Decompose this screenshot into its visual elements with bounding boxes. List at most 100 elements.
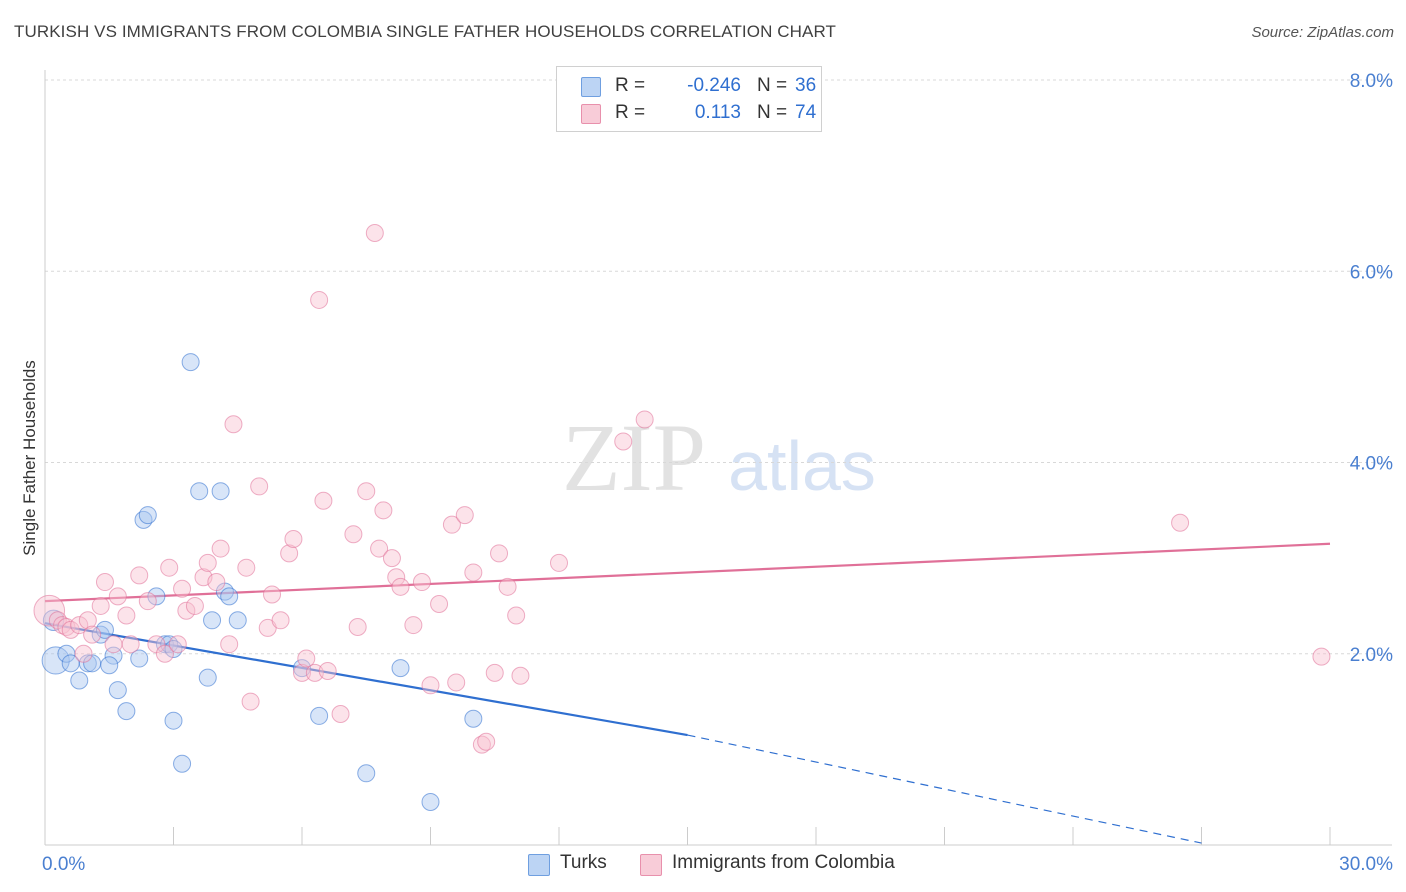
watermark: ZIP atlas bbox=[562, 404, 876, 511]
data-point bbox=[310, 706, 329, 725]
data-point bbox=[130, 566, 149, 585]
data-point bbox=[70, 671, 89, 690]
data-point bbox=[464, 709, 483, 728]
data-point bbox=[41, 646, 70, 675]
data-point bbox=[78, 654, 97, 673]
legend-r-label: R = bbox=[615, 102, 646, 123]
data-point bbox=[464, 563, 483, 582]
bottom-legend-swatch-colombia bbox=[640, 854, 662, 876]
data-point bbox=[280, 544, 299, 563]
legend-n-value-turks: 36 bbox=[795, 75, 817, 96]
data-point bbox=[404, 616, 423, 635]
bottom-legend-label-turks: Turks bbox=[560, 852, 607, 873]
data-point bbox=[168, 635, 187, 654]
data-point bbox=[310, 290, 329, 309]
tick-labels: 2.0% 4.0% 6.0% 8.0% 0.0% 30.0% bbox=[42, 71, 1393, 875]
data-point bbox=[1171, 513, 1190, 532]
data-point bbox=[198, 668, 217, 687]
correlation-legend: R = -0.246 N = 36 R = 0.113 N = 74 bbox=[556, 66, 822, 132]
data-point bbox=[211, 539, 230, 558]
data-point bbox=[271, 611, 290, 630]
data-point bbox=[344, 525, 363, 544]
data-point bbox=[78, 611, 97, 630]
data-point bbox=[108, 587, 127, 606]
data-point bbox=[117, 702, 136, 721]
chart-title: TURKISH VS IMMIGRANTS FROM COLOMBIA SING… bbox=[14, 22, 837, 41]
watermark-atlas: atlas bbox=[728, 427, 876, 505]
data-point bbox=[95, 573, 114, 592]
legend-n-label: N = bbox=[757, 75, 788, 96]
data-point bbox=[550, 553, 568, 572]
data-point bbox=[228, 611, 247, 630]
data-point bbox=[177, 601, 196, 620]
y-tick-label: 6.0% bbox=[1350, 262, 1393, 283]
data-point bbox=[477, 732, 496, 751]
data-point bbox=[173, 579, 192, 598]
data-point bbox=[490, 544, 509, 563]
data-point bbox=[421, 676, 440, 695]
data-point bbox=[220, 587, 239, 606]
bottom-legend-label-colombia: Immigrants from Colombia bbox=[672, 852, 895, 873]
data-point bbox=[1312, 647, 1331, 666]
data-point bbox=[614, 432, 633, 451]
data-point bbox=[155, 644, 174, 663]
data-point bbox=[160, 558, 179, 577]
data-point bbox=[164, 711, 183, 730]
data-point bbox=[421, 792, 440, 811]
source-credit: Source: ZipAtlas.com bbox=[1251, 24, 1394, 41]
data-point bbox=[181, 353, 200, 372]
data-point bbox=[498, 577, 517, 596]
legend-n-value-colombia: 74 bbox=[795, 102, 817, 123]
data-point bbox=[507, 606, 526, 625]
series-colombia-points bbox=[33, 224, 1331, 754]
trend-line-turks-extension bbox=[687, 734, 1202, 844]
legend-n-label: N = bbox=[757, 102, 788, 123]
watermark-zip: ZIP bbox=[562, 404, 706, 511]
trend-lines bbox=[44, 542, 1331, 844]
y-tick-label: 2.0% bbox=[1350, 645, 1393, 666]
data-point bbox=[100, 656, 119, 675]
data-point bbox=[241, 692, 260, 711]
data-point bbox=[138, 592, 157, 611]
data-point bbox=[485, 663, 504, 682]
data-point bbox=[74, 644, 93, 663]
data-point bbox=[263, 585, 282, 604]
data-point bbox=[387, 568, 406, 587]
data-point bbox=[348, 617, 367, 636]
data-point bbox=[412, 573, 431, 592]
data-point bbox=[314, 491, 333, 510]
data-point bbox=[207, 573, 226, 592]
data-point bbox=[108, 681, 127, 700]
trend-line-turks bbox=[44, 622, 688, 737]
y-axis-label: Single Father Households bbox=[20, 360, 39, 556]
data-point bbox=[391, 659, 410, 678]
data-point bbox=[130, 649, 149, 668]
data-point bbox=[117, 606, 136, 625]
trend-line-colombia bbox=[44, 542, 1331, 603]
legend-r-value-colombia: 0.113 bbox=[694, 102, 741, 123]
data-point bbox=[42, 609, 65, 631]
data-point bbox=[430, 595, 449, 614]
data-point bbox=[121, 635, 140, 654]
legend-swatch-turks bbox=[581, 77, 601, 97]
data-point bbox=[455, 506, 474, 525]
data-point bbox=[104, 635, 123, 654]
data-point bbox=[83, 625, 102, 644]
data-point bbox=[391, 577, 410, 596]
axes bbox=[44, 70, 1392, 846]
data-point bbox=[70, 616, 89, 635]
x-tick-label: 0.0% bbox=[42, 854, 85, 875]
data-points bbox=[33, 224, 1331, 811]
data-point bbox=[91, 596, 110, 615]
data-point bbox=[635, 410, 654, 429]
data-point bbox=[374, 501, 393, 520]
data-point bbox=[284, 530, 303, 548]
data-point bbox=[220, 635, 239, 654]
data-point bbox=[61, 620, 80, 639]
data-point bbox=[198, 553, 217, 572]
data-point bbox=[382, 549, 401, 568]
data-point bbox=[511, 666, 530, 685]
gridlines bbox=[45, 79, 1392, 655]
data-point bbox=[250, 477, 269, 496]
